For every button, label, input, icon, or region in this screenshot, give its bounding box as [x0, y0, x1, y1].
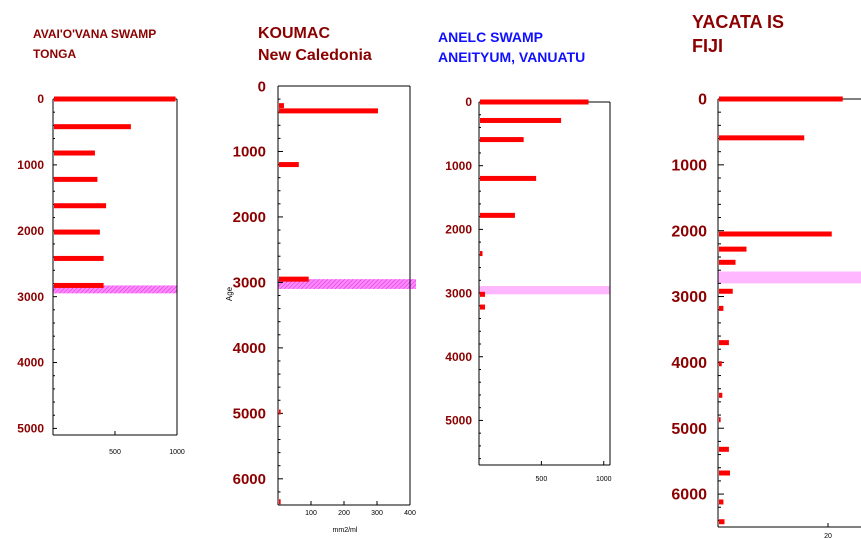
y-tick-label: 2000 [233, 209, 266, 226]
data-bar [719, 361, 722, 367]
data-bar [480, 175, 537, 181]
y-tick-label: 4000 [17, 356, 44, 370]
data-bar [54, 124, 131, 130]
chart-panel-4: YACATA IS FIJI 0 1000 2000 3000 4000 5000 6000 20 [671, 12, 861, 539]
y-tick-label: 1000 [233, 144, 266, 161]
data-bar [480, 137, 524, 143]
y-tick-label: 3000 [671, 289, 707, 306]
data-bar [279, 103, 284, 109]
chart-panel-2: KOUMAC New Caledonia 0 1000 2000 3000 4000 5000… [225, 25, 416, 534]
y-tick-label: 0 [465, 95, 472, 109]
data-bar [54, 282, 104, 288]
highlight-band [53, 285, 177, 294]
y-tick-label: 5000 [17, 422, 44, 436]
chart-title-line: ANEITYUM, VANUATU [438, 49, 585, 65]
data-bar [480, 304, 485, 310]
chart-title-line: New Caledonia [258, 47, 372, 64]
data-bar [719, 135, 805, 141]
x-tick-label: 500 [536, 476, 548, 483]
chart-title-line: ANELC SWAMP [438, 29, 543, 45]
data-bar [480, 251, 483, 257]
y-tick-label: 3000 [233, 275, 266, 292]
chart-panel-1: AVAI'O'VANA SWAMP TONGA 0 1000 2000 3000 4000 5… [17, 27, 185, 456]
y-tick-label: 1000 [17, 158, 44, 172]
x-tick-label: 1000 [596, 476, 612, 483]
y-tick-label: 5000 [233, 406, 266, 423]
y-tick-label: 6000 [671, 487, 707, 504]
y-tick-label: 0 [258, 78, 266, 95]
y-tick-label: 4000 [233, 340, 266, 357]
y-tick-label: 4000 [671, 355, 707, 372]
data-bar [480, 117, 562, 123]
data-bar [54, 150, 95, 156]
data-bar [719, 417, 721, 423]
y-tick-label: 2000 [671, 223, 707, 240]
data-bar [719, 392, 723, 398]
x-tick-label: 400 [404, 510, 416, 517]
data-bar [719, 340, 729, 346]
x-tick-label: 300 [371, 510, 383, 517]
data-bar [279, 162, 299, 168]
data-bar [719, 96, 843, 102]
data-bar [480, 212, 515, 218]
x-tick-label: 1000 [169, 449, 185, 456]
data-bar [719, 246, 747, 252]
data-bar [54, 203, 107, 209]
data-bar [480, 99, 589, 105]
chart-title-line: TONGA [33, 47, 76, 61]
chart-title-line: YACATA IS [692, 12, 784, 32]
data-bar [719, 499, 724, 505]
highlight-band [718, 271, 861, 284]
y-tick-label: 6000 [233, 471, 266, 488]
y-tick-label: 2000 [17, 224, 44, 238]
data-bar [719, 259, 736, 265]
data-bar [279, 499, 281, 505]
y-tick-label: 1000 [445, 159, 472, 173]
data-bar [719, 305, 724, 311]
data-bar [54, 176, 98, 182]
data-bar [719, 446, 729, 452]
chart-title-line: FIJI [692, 36, 723, 56]
data-bar [54, 255, 104, 261]
x-tick-label: 200 [338, 510, 350, 517]
data-bar [279, 108, 378, 114]
chart-title-line: AVAI'O'VANA SWAMP [33, 27, 156, 41]
data-bar [719, 519, 725, 525]
x-tick-label: 20 [824, 533, 832, 539]
data-bar [719, 288, 733, 294]
x-tick-label: 500 [109, 449, 121, 456]
chart-panel-3: ANELC SWAMP ANEITYUM, VANUATU 0 1000 2000 300… [438, 29, 612, 483]
y-tick-label: 2000 [445, 223, 472, 237]
data-bar [279, 409, 281, 415]
y-tick-label: 0 [698, 92, 707, 109]
y-tick-label: 4000 [445, 350, 472, 364]
y-axis-title: Age [225, 286, 234, 301]
data-bar [279, 276, 309, 282]
highlight-band [278, 279, 416, 289]
data-bar [54, 96, 176, 102]
y-tick-label: 3000 [445, 286, 472, 300]
data-bar [719, 470, 730, 476]
chart-title-line: KOUMAC [258, 25, 330, 42]
y-tick-label: 0 [37, 92, 44, 106]
y-tick-label: 3000 [17, 290, 44, 304]
highlight-band [479, 286, 610, 295]
y-tick-label: 1000 [671, 157, 707, 174]
data-bar [719, 231, 832, 237]
data-bar [480, 291, 485, 297]
y-tick-label: 5000 [671, 421, 707, 438]
x-tick-label: 100 [305, 510, 317, 517]
data-bar [54, 229, 100, 235]
x-axis-title: mm2/ml [333, 527, 358, 534]
y-tick-label: 5000 [445, 414, 472, 428]
